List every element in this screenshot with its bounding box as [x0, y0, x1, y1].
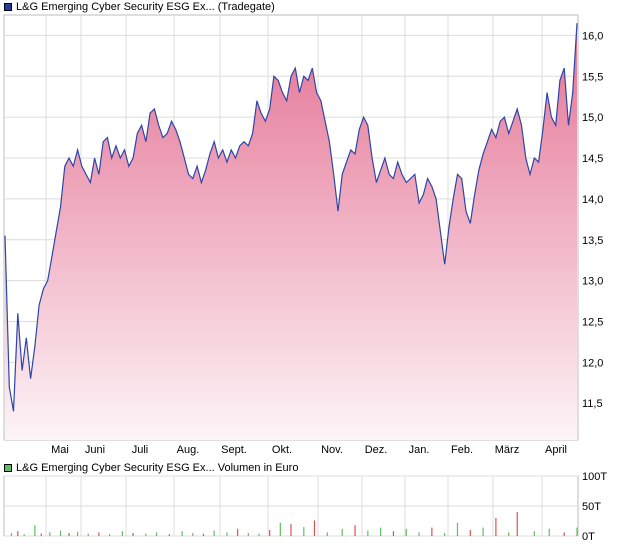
price-xtick-label: Juni	[85, 444, 105, 456]
price-ytick-label: 14,0	[582, 194, 603, 206]
price-legend: L&G Emerging Cyber Security ESG Ex... (T…	[4, 0, 275, 14]
volume-legend-label: L&G Emerging Cyber Security ESG Ex... Vo…	[16, 462, 299, 474]
price-xtick-label: Mai	[51, 444, 69, 456]
price-xtick-label: Nov.	[321, 444, 343, 456]
price-area-fill	[5, 23, 577, 440]
price-ytick-label: 15,5	[582, 71, 603, 83]
price-ytick-label: 13,5	[582, 235, 603, 247]
price-ytick-label: 11,5	[582, 398, 603, 410]
volume-ytick-label: 0T	[582, 531, 595, 543]
price-xtick-label: März	[495, 444, 519, 456]
price-xtick-label: Sept.	[221, 444, 247, 456]
volume-ytick-label: 100T	[582, 471, 607, 483]
price-legend-label: L&G Emerging Cyber Security ESG Ex... (T…	[16, 1, 275, 13]
price-xtick-label: Okt.	[272, 444, 292, 456]
price-ytick-label: 16,0	[582, 30, 603, 42]
price-xtick-label: Feb.	[451, 444, 473, 456]
price-xtick-label: Dez.	[365, 444, 388, 456]
price-xtick-label: Jan.	[409, 444, 430, 456]
price-legend-swatch	[4, 3, 12, 11]
price-chart: 11,5 12,0 12,5 13,0 13,5 14,0 14,5 15,0 15,5 16,0…	[3, 14, 603, 456]
price-ytick-label: 14,5	[582, 153, 603, 165]
volume-legend: L&G Emerging Cyber Security ESG Ex... Vo…	[4, 461, 298, 475]
price-series-line	[4, 23, 578, 412]
price-ytick-label: 12,0	[582, 357, 603, 369]
price-xtick-label: April	[545, 444, 567, 456]
volume-chart: 0T 50T 100T	[3, 471, 607, 543]
price-ytick-label: 13,0	[582, 276, 603, 288]
price-ytick-label: 12,5	[582, 316, 603, 328]
volume-ytick-label: 50T	[582, 501, 601, 513]
volume-legend-swatch	[4, 464, 12, 472]
price-xtick-label: Aug.	[177, 444, 200, 456]
price-xtick-label: Juli	[132, 444, 149, 456]
price-ytick-label: 15,0	[582, 112, 603, 124]
